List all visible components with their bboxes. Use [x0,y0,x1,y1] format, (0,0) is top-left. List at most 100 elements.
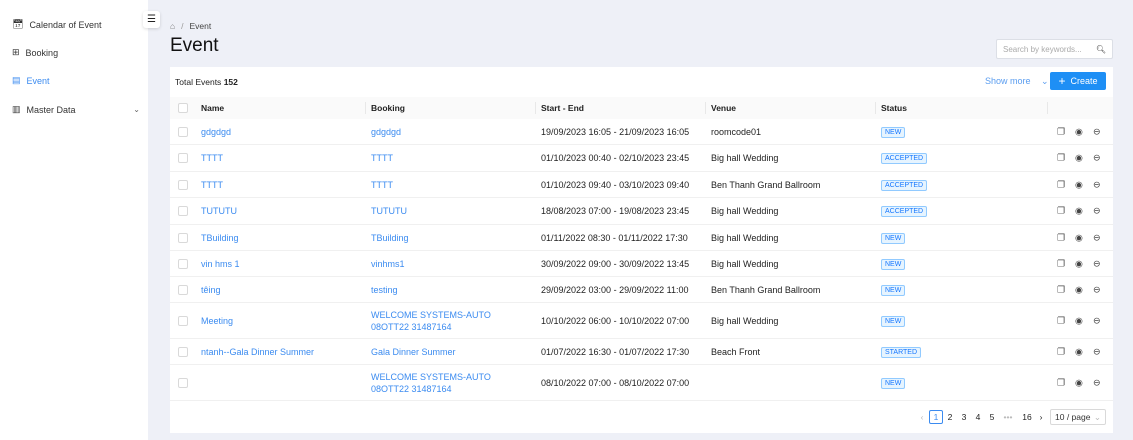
total-count: 152 [223,77,238,87]
remove-circle-icon[interactable]: ⊖ [1093,179,1101,189]
remove-circle-icon[interactable]: ⊖ [1093,284,1101,294]
booking-link[interactable]: gdgdgd [371,126,402,137]
row-checkbox[interactable] [178,126,188,137]
start-end-text: 01/11/2022 08:30 - 01/11/2022 17:30 [541,232,688,243]
remove-circle-icon[interactable]: ⊖ [1093,232,1101,242]
event-icon: ▤ [12,75,21,85]
booking-link[interactable]: testing [371,284,398,295]
booking-link[interactable]: TTTT [371,179,393,190]
copy-icon[interactable]: ❐ [1057,152,1066,163]
event-name-link[interactable]: Meeting [201,315,234,326]
copy-icon[interactable]: ❐ [1057,284,1066,294]
breadcrumb-current: Event [189,21,212,31]
search-icon[interactable]: 🔍︎ [1095,44,1106,54]
page-3[interactable]: 3 [961,412,967,422]
event-name-link[interactable]: ntanh--Gala Dinner Summer [201,346,315,357]
event-name-link[interactable]: gdgdgd [201,126,232,137]
row-checkbox[interactable] [178,315,188,326]
status-badge: NEW [881,126,906,138]
next-page-button[interactable]: › [1034,410,1048,424]
remove-circle-icon[interactable]: ⊖ [1093,152,1101,163]
status-badge: ACCEPTED [881,179,928,191]
row-checkbox[interactable] [178,206,188,216]
page-4[interactable]: 4 [975,412,981,422]
header-status[interactable]: Status [881,103,907,113]
prev-page-button[interactable]: ‹ [915,410,929,424]
remove-circle-icon[interactable]: ⊖ [1093,258,1101,268]
row-checkbox[interactable] [178,232,188,243]
sidebar-item-booking[interactable]: ⊞ Booking [12,47,140,58]
page-title: Event [170,35,219,56]
remove-circle-icon[interactable]: ⊖ [1093,315,1101,325]
row-checkbox[interactable] [178,346,188,357]
booking-link[interactable]: TBuilding [371,232,409,243]
remove-circle-icon[interactable]: ⊖ [1093,205,1101,216]
collapse-sidebar-button[interactable]: ☰ [143,11,160,28]
copy-icon[interactable]: ❐ [1057,205,1066,216]
eye-icon[interactable]: ◉ [1075,126,1083,136]
calendar-icon: 📅︎ [12,19,24,29]
remove-circle-icon[interactable]: ⊖ [1093,346,1101,356]
remove-circle-icon[interactable]: ⊖ [1093,377,1101,387]
page-16[interactable]: 16 [1022,412,1032,422]
eye-icon[interactable]: ◉ [1075,315,1083,325]
page-size-select[interactable]: 10 / page ⌄ [1050,409,1106,425]
eye-icon[interactable]: ◉ [1075,152,1083,163]
database-icon: ▥ [12,104,21,114]
sidebar-item-event[interactable]: ▤ Event [12,75,140,86]
table-row: TTTT TTTT 01/10/2023 09:40 - 03/10/2023 … [170,172,1113,198]
home-icon[interactable]: ⌂ [170,21,176,31]
header-start-end[interactable]: Start - End [541,103,584,113]
start-end-text: 01/10/2023 00:40 - 02/10/2023 23:45 [541,153,690,163]
page-ellipsis[interactable]: ••• [1003,412,1013,422]
event-name-link[interactable]: TTTT [201,179,223,190]
eye-icon[interactable]: ◉ [1075,232,1083,242]
copy-icon[interactable]: ❐ [1057,315,1066,325]
select-all-checkbox[interactable] [178,103,188,113]
copy-icon[interactable]: ❐ [1057,232,1066,242]
page-5[interactable]: 5 [989,412,995,422]
start-end-text: 10/10/2022 06:00 - 10/10/2022 07:00 [541,315,690,326]
booking-link[interactable]: TUTUTU [371,206,407,216]
eye-icon[interactable]: ◉ [1075,179,1083,189]
row-checkbox[interactable] [178,153,188,163]
event-name-link[interactable]: TBuilding [201,232,239,243]
eye-icon[interactable]: ◉ [1075,346,1083,356]
show-more-button[interactable]: Show more ⌄ [985,76,1049,87]
start-end-text: 19/09/2023 16:05 - 21/09/2023 16:05 [541,126,690,137]
event-name-link[interactable]: TTTT [201,153,223,163]
booking-link[interactable]: vinhms1 [371,258,405,269]
row-checkbox[interactable] [178,377,188,388]
header-venue[interactable]: Venue [711,103,737,113]
row-checkbox[interactable] [178,258,188,269]
booking-link[interactable]: WELCOME SYSTEMS-AUTO 08OTT22 31487164 [371,309,491,332]
page-2[interactable]: 2 [947,412,953,422]
header-name[interactable]: Name [201,103,225,113]
booking-link[interactable]: TTTT [371,153,393,163]
create-button[interactable]: + Create [1050,72,1106,90]
event-name-link[interactable]: TUTUTU [201,206,237,216]
eye-icon[interactable]: ◉ [1075,377,1083,387]
copy-icon[interactable]: ❐ [1057,179,1066,189]
header-booking[interactable]: Booking [371,103,405,113]
row-checkbox[interactable] [178,179,188,190]
copy-icon[interactable]: ❐ [1057,377,1066,387]
copy-icon[interactable]: ❐ [1057,346,1066,356]
booking-link[interactable]: WELCOME SYSTEMS-AUTO 08OTT22 31487164 [371,371,491,394]
sidebar-item-master-data[interactable]: ▥ Master Data ⌄ [12,104,140,115]
row-checkbox[interactable] [178,284,188,295]
eye-icon[interactable]: ◉ [1075,284,1083,294]
search-input[interactable]: Search by keywords... 🔍︎ [996,39,1113,59]
page-1[interactable]: 1 [929,410,943,424]
eye-icon[interactable]: ◉ [1075,205,1083,216]
booking-link[interactable]: Gala Dinner Summer [371,346,456,357]
sidebar-item-calendar-of-event[interactable]: 📅︎ Calendar of Event [12,19,140,30]
event-name-link[interactable]: têing [201,284,221,295]
remove-circle-icon[interactable]: ⊖ [1093,126,1101,136]
event-name-link[interactable]: vin hms 1 [201,258,240,269]
copy-icon[interactable]: ❐ [1057,258,1066,268]
eye-icon[interactable]: ◉ [1075,258,1083,268]
chevron-down-icon: ⌄ [1093,411,1101,422]
copy-icon[interactable]: ❐ [1057,126,1066,136]
sidebar-item-label: Event [26,75,50,86]
